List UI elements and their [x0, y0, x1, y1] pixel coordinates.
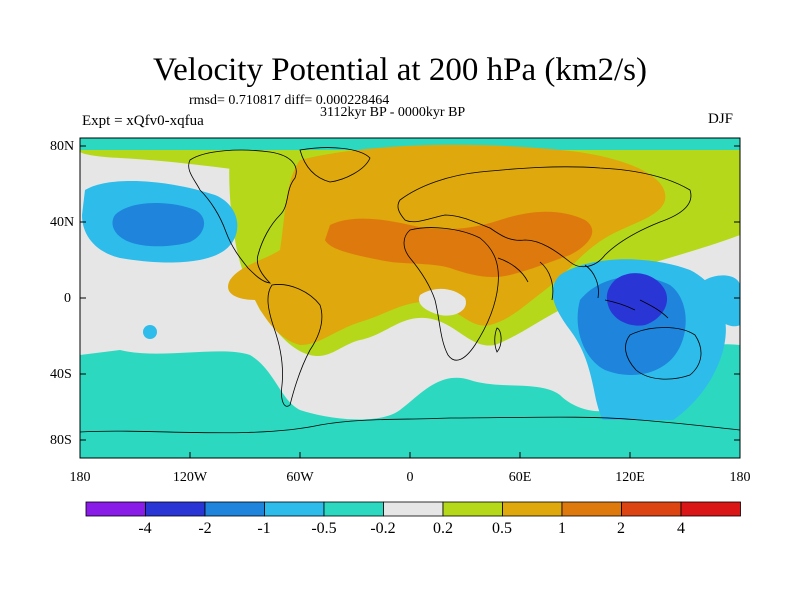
colorbar-label: -4: [138, 520, 152, 537]
lon-label-120w: 120W: [172, 470, 208, 485]
lon-label-0: 0: [406, 470, 414, 485]
colorbar-swatch: [561, 501, 622, 517]
colorbar-label: 0.5: [492, 520, 512, 537]
season-label: DJF: [708, 111, 734, 127]
plot-title: Velocity Potential at 200 hPa (km2/s): [152, 52, 648, 88]
colorbar-label: 4: [677, 520, 685, 537]
colorbar-label: -1: [257, 520, 271, 537]
colorbar-swatch: [442, 501, 503, 517]
lat-label-0: 0: [64, 291, 71, 306]
colorbar-label: -2: [198, 520, 212, 537]
colorbar-swatch: [621, 501, 682, 517]
lat-label-40s: 40S: [50, 367, 72, 382]
lon-label-180w: 180: [69, 470, 91, 485]
lon-label-60e: 60E: [508, 470, 532, 485]
time-period: 3112kyr BP - 0000kyr BP: [320, 105, 466, 120]
coastlines: [80, 147, 740, 434]
colorbar-label: 0.2: [433, 520, 453, 537]
rmsd-diff-stats: rmsd= 0.710817 diff= 0.000228464: [189, 93, 390, 108]
lon-label-180e: 180: [729, 470, 751, 485]
colorbar-label: -0.2: [370, 520, 396, 537]
colorbar-label: 1: [558, 520, 566, 537]
lon-label-120e: 120E: [615, 470, 645, 485]
axis-ticks: [79, 145, 741, 458]
colorbar-label: -0.5: [311, 520, 337, 537]
colorbar-swatch: [264, 501, 325, 517]
colorbar-swatch: [502, 501, 563, 517]
colorbar-swatch: [323, 501, 384, 517]
colorbar-swatch: [383, 501, 444, 517]
lat-label-80s: 80S: [50, 433, 72, 448]
colorbar-swatch: [680, 501, 741, 517]
colorbar-swatch: [145, 501, 206, 517]
colorbar: [85, 501, 741, 517]
colorbar-label: 2: [617, 520, 625, 537]
lat-label-80n: 80N: [50, 139, 75, 154]
contour-field: [80, 138, 740, 458]
lat-label-40n: 40N: [50, 215, 75, 230]
lon-label-60w: 60W: [286, 470, 314, 485]
colorbar-swatch: [204, 501, 265, 517]
experiment-label: Expt = xQfv0-xqfua: [82, 113, 204, 129]
colorbar-swatch: [85, 501, 146, 517]
